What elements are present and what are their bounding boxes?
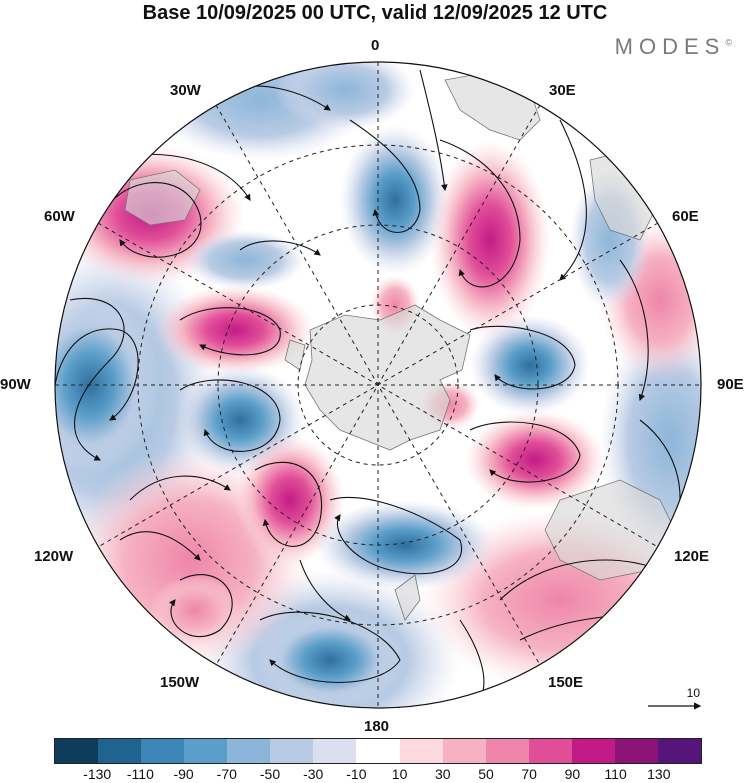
label-lon-180: 180 (364, 718, 390, 735)
label-lon-120w: 120W (34, 548, 74, 565)
label-lon-0: 0 (371, 37, 380, 54)
colorbar-swatch (313, 739, 357, 763)
map-title: Base 10/09/2025 00 UTC, valid 12/09/2025… (142, 2, 608, 24)
colorbar-tick-label: -50 (259, 766, 281, 782)
land-areas (124, 69, 681, 621)
colorbar-swatch (356, 739, 400, 763)
colorbar-swatch (614, 739, 658, 763)
label-lon-120e: 120E (674, 548, 710, 565)
colorbar-tick-label: 110 (604, 766, 627, 782)
map-boundary (54, 61, 702, 709)
brand-logo: MODES© (614, 34, 732, 59)
colorbar-swatch (55, 739, 99, 763)
label-lon-30w: 30W (170, 82, 201, 99)
colorbar-tick-label: 50 (478, 766, 494, 782)
anomaly-field (55, 62, 701, 708)
colorbar-tick-label: 90 (564, 766, 581, 782)
colorbar-tick-label: -30 (303, 766, 324, 782)
label-lon-90w: 90W (0, 376, 31, 393)
label-lon-60e: 60E (672, 208, 699, 225)
colorbar-swatch (571, 739, 615, 763)
label-lon-150w: 150W (160, 674, 200, 691)
colorbar-tick-label: 10 (391, 766, 408, 782)
label-lon-60w: 60W (44, 208, 75, 225)
label-lon-90e: 90E (717, 376, 744, 393)
colorbar-tick-label: 130 (647, 766, 671, 782)
colorbar-tick-label: -130 (83, 766, 112, 782)
colorbar-tick-label: -10 (346, 766, 367, 782)
colorbar-swatch (442, 739, 486, 763)
colorbar-tick-label: -70 (216, 766, 237, 782)
label-lon-150e: 150E (548, 674, 584, 691)
colorbar-swatch (98, 739, 142, 763)
graticule (55, 62, 701, 708)
colorbar-tick-label: -90 (173, 766, 194, 782)
reference-vector-label: 10 (686, 686, 700, 700)
colorbar-swatch (184, 739, 228, 763)
colorbar-swatch (227, 739, 271, 763)
colorbar-swatch (485, 739, 529, 763)
colorbar-tick-label: -110 (126, 766, 154, 782)
colorbar-swatch (270, 739, 314, 763)
label-lon-30e: 30E (549, 82, 576, 99)
colorbar-swatch (399, 739, 443, 763)
colorbar (54, 738, 702, 764)
colorbar-tick-label: 30 (435, 766, 451, 782)
colorbar-swatch (528, 739, 572, 763)
colorbar-swatch (141, 739, 185, 763)
colorbar-tick-label: 70 (521, 766, 537, 782)
colorbar-swatch (657, 739, 701, 763)
